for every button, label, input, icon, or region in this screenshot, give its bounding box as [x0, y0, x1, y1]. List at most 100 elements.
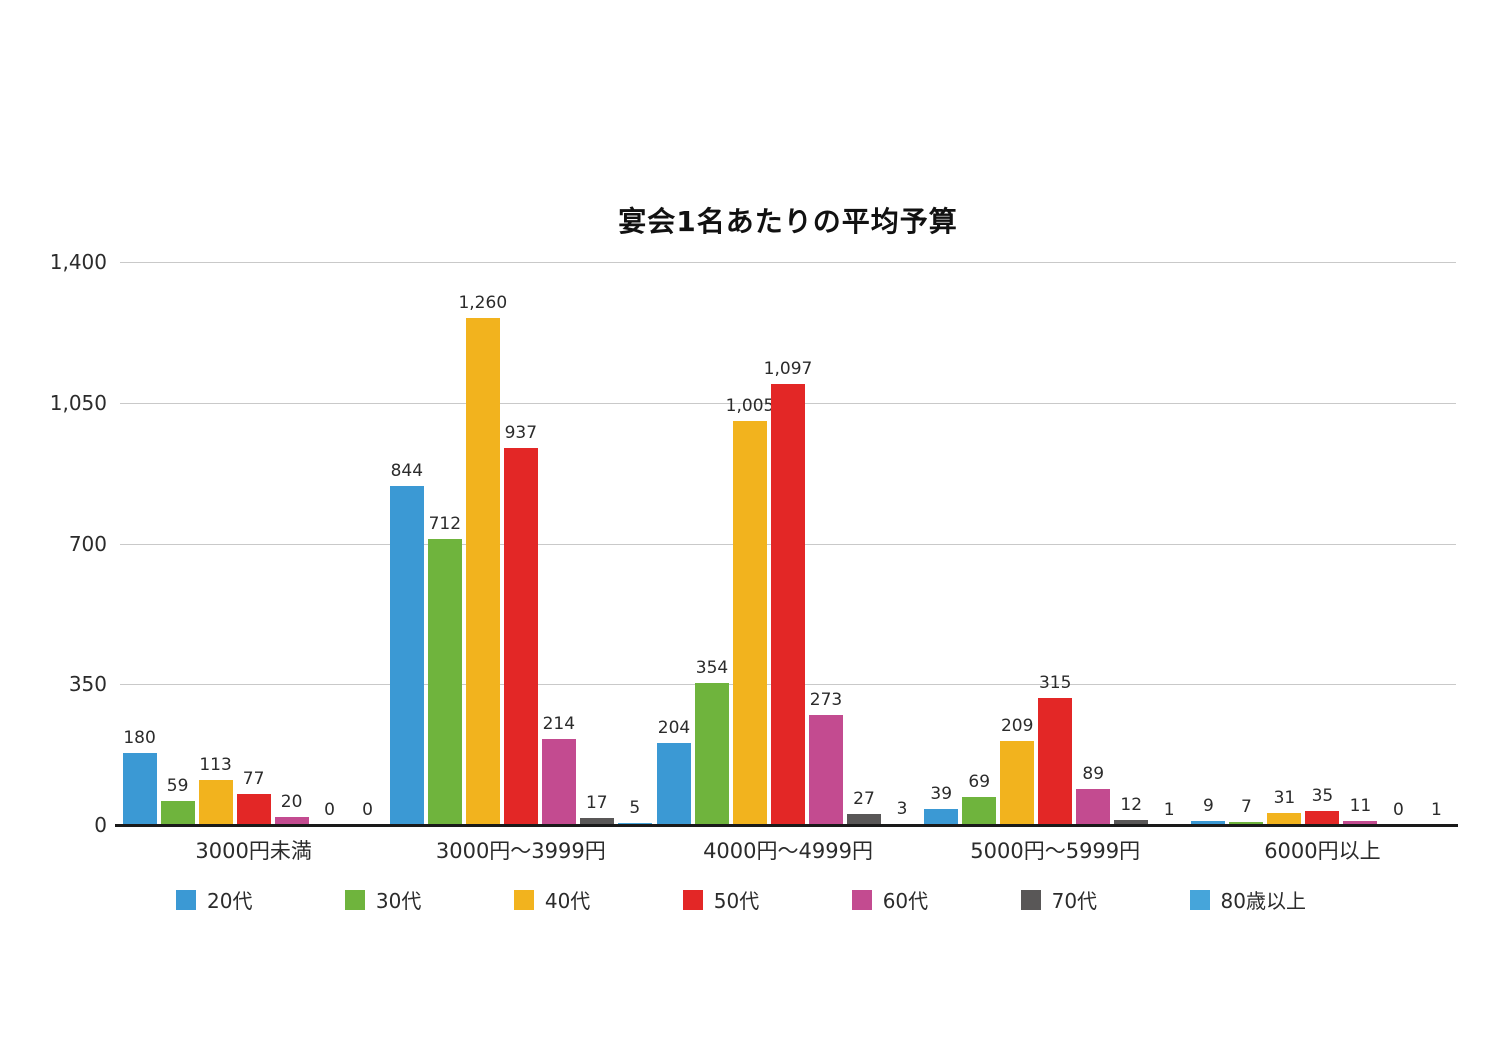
bar-40代-4000円〜4999円: 1,005: [726, 262, 774, 825]
bar-fill: [1305, 810, 1340, 825]
bar-60代-3000円〜3999円: 214: [541, 262, 576, 825]
bar-fill: [1000, 740, 1035, 825]
bar-value-label: 209: [1000, 715, 1034, 736]
bar-70代-3000円〜3999円: 17: [579, 262, 614, 825]
x-category-label-1: 3000円未満: [195, 839, 312, 863]
bar-fill: [427, 538, 462, 825]
legend-item-30代: 30代: [344, 885, 421, 914]
bar-80歳以上-5000円〜5999円: 1: [1152, 262, 1187, 825]
bar-fill: [657, 742, 691, 825]
plot-area: 180 59 113 77 20 0 0 844 712 1,260 937 214 17 5 204 354…: [120, 262, 1456, 825]
y-tick-label-1400: 1,400: [49, 250, 107, 274]
y-tick-label-0: 0: [94, 813, 107, 837]
bar-value-label: 315: [1038, 673, 1072, 694]
bar-fill: [274, 816, 309, 825]
bar-50代-3000円〜3999円: 937: [503, 262, 538, 825]
bar-value-label: 712: [428, 513, 462, 534]
bar-value-label: 1,260: [458, 293, 508, 314]
bar-value-label: 5: [629, 798, 641, 818]
bar-80歳以上-3000円未満: 0: [351, 262, 385, 825]
bar-30代-3000円未満: 59: [160, 262, 195, 825]
bar-fill: [389, 485, 424, 825]
bar-50代-5000円〜5999円: 315: [1038, 262, 1073, 825]
legend-label: 60代: [882, 889, 929, 913]
bar-group-4: 39 69 209 315 89 12 1: [922, 262, 1189, 825]
bar-value-label: 113: [199, 754, 232, 775]
bar-value-label: 273: [809, 690, 843, 711]
legend-label: 80歳以上: [1220, 889, 1306, 913]
legend-label: 50代: [713, 889, 760, 913]
bar-value-label: 0: [1392, 800, 1404, 820]
bar-value-label: 1: [1163, 799, 1175, 820]
bar-60代-3000円未満: 20: [274, 262, 309, 825]
bar-group-2: 844 712 1,260 937 214 17 5: [387, 262, 654, 825]
legend-item-50代: 50代: [682, 885, 760, 914]
bar-value-label: 0: [362, 800, 374, 820]
bar-fill: [236, 794, 271, 825]
legend-swatch-icon: [344, 889, 365, 910]
bar-40代-3000円〜3999円: 1,260: [458, 262, 507, 825]
bar-50代-4000円〜4999円: 1,097: [764, 262, 812, 825]
legend-swatch-icon: [513, 889, 534, 910]
bar-value-label: 1: [1430, 799, 1442, 820]
x-axis-labels: 3000円未満 3000円〜3999円 4000円〜4999円 5000円〜5999円…: [120, 835, 1456, 865]
bar-group-5: 9 7 31 35 11 0 1: [1189, 262, 1456, 825]
bar-value-label: 1,097: [763, 358, 813, 379]
x-category-label-4: 5000円〜5999円: [970, 839, 1141, 863]
bar-50代-3000円未満: 77: [236, 262, 271, 825]
gridline-1400: [120, 262, 1456, 263]
bar-value-label: 354: [695, 657, 729, 678]
legend-label: 70代: [1051, 889, 1098, 913]
bar-value-label: 27: [853, 789, 875, 810]
bar-20代-4000円〜4999円: 204: [657, 262, 691, 825]
bar-value-label: 1,005: [725, 395, 775, 416]
y-tick-label-700: 700: [68, 531, 107, 556]
bar-value-label: 12: [1120, 795, 1143, 816]
bar-30代-6000円以上: 7: [1229, 262, 1264, 825]
legend-swatch-icon: [176, 889, 196, 910]
bar-fill: [122, 752, 157, 825]
legend-item-60代: 60代: [851, 885, 929, 914]
bar-value-label: 204: [657, 717, 691, 738]
bar-80歳以上-3000円〜3999円: 5: [617, 262, 652, 825]
x-category-label-3: 4000円〜4999円: [703, 839, 873, 863]
bar-value-label: 77: [242, 769, 265, 790]
bar-value-label: 59: [166, 776, 189, 797]
bar-80歳以上-6000円以上: 1: [1419, 262, 1454, 825]
bar-fill: [924, 809, 959, 825]
bar-fill: [1343, 820, 1378, 825]
bar-fill: [809, 715, 843, 825]
bar-fill: [1038, 698, 1073, 825]
bar-value-label: 39: [930, 784, 953, 805]
bar-80歳以上-4000円〜4999円: 3: [885, 262, 919, 825]
bar-group-1: 180 59 113 77 20 0 0: [120, 262, 387, 825]
legend-swatch-icon: [1189, 889, 1210, 910]
bar-fill: [962, 797, 997, 825]
bar-60代-6000円以上: 11: [1343, 262, 1378, 825]
bar-value-label: 11: [1349, 795, 1372, 816]
x-axis-line: [115, 824, 1458, 827]
legend-swatch-icon: [851, 889, 872, 910]
bar-group-3: 204 354 1,005 1,097 273 27 3: [654, 262, 921, 825]
x-category-label-5: 6000円以上: [1264, 839, 1381, 863]
bar-value-label: 844: [390, 460, 424, 481]
bar-20代-3000円〜3999円: 844: [389, 262, 424, 825]
legend-item-70代: 70代: [1020, 885, 1098, 914]
bar-20代-3000円未満: 180: [122, 262, 157, 825]
bar-value-label: 937: [504, 423, 538, 444]
bar-value-label: 7: [1240, 797, 1252, 818]
bar-fill: [733, 420, 767, 825]
bar-40代-6000円以上: 31: [1267, 262, 1302, 825]
bar-50代-6000円以上: 35: [1305, 262, 1340, 825]
bar-fill: [579, 818, 614, 825]
bar-value-label: 89: [1082, 764, 1105, 785]
bar-value-label: 214: [542, 713, 576, 734]
chart-title: 宴会1名あたりの平均予算: [618, 205, 958, 238]
bar-70代-5000円〜5999円: 12: [1114, 262, 1149, 825]
bar-fill: [160, 801, 195, 825]
bar-40代-5000円〜5999円: 209: [1000, 262, 1035, 825]
bar-value-label: 180: [123, 727, 156, 748]
bar-fill: [198, 779, 233, 825]
bar-70代-6000円以上: 0: [1381, 262, 1415, 825]
bar-60代-4000円〜4999円: 273: [809, 262, 843, 825]
